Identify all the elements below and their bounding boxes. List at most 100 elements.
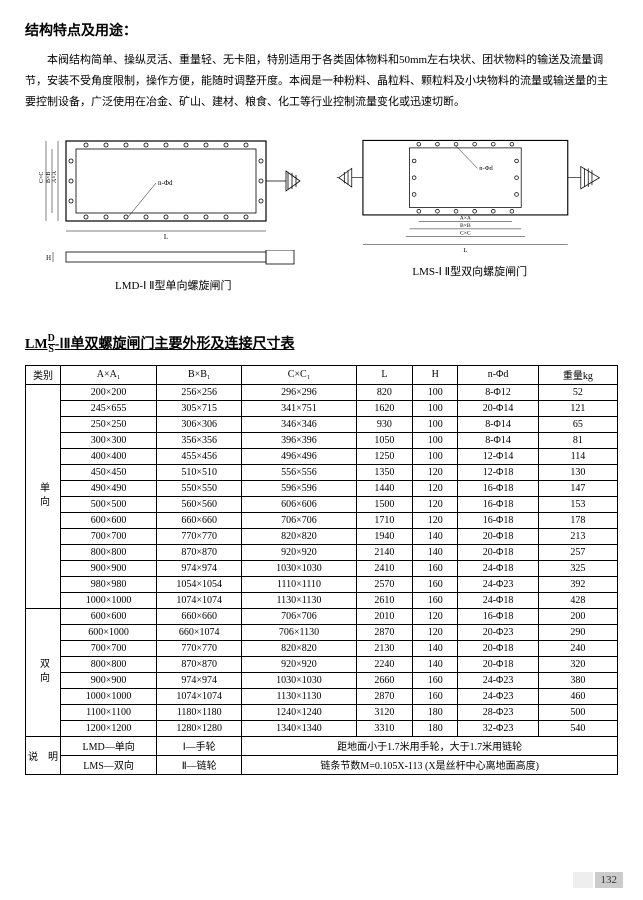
cell: 2870 [356, 688, 412, 704]
table-row: 490×490550×550596×596144012016-Φ18147 [26, 480, 618, 496]
cell: 120 [413, 624, 458, 640]
cell: 306×306 [157, 416, 242, 432]
cell: 160 [413, 592, 458, 608]
cell: 820×820 [242, 528, 356, 544]
tt-pre: LM [25, 337, 48, 352]
cell: 1240×1240 [242, 704, 356, 720]
cell: 820 [356, 384, 412, 400]
cell: 120 [413, 496, 458, 512]
cell: 100 [413, 448, 458, 464]
cell: 1100×1100 [61, 704, 157, 720]
cell: 1280×1280 [157, 720, 242, 736]
table-row: 1000×10001074×10741130×1130287016024-Φ23… [26, 688, 618, 704]
cell: 160 [413, 672, 458, 688]
cell: 180 [413, 720, 458, 736]
cell: 130 [538, 464, 617, 480]
cell: 2140 [356, 544, 412, 560]
col-header: 类别 [26, 365, 61, 384]
cell: 256×256 [157, 384, 242, 400]
cell: 490×490 [61, 480, 157, 496]
cell: 120 [413, 512, 458, 528]
table-row: 600×600660×660706×706171012016-Φ18178 [26, 512, 618, 528]
group-label: 双向 [26, 608, 61, 736]
svg-text:L: L [463, 247, 467, 254]
cell: 600×1000 [61, 624, 157, 640]
cell: 114 [538, 448, 617, 464]
cell: 1440 [356, 480, 412, 496]
cell: 2130 [356, 640, 412, 656]
cell: 600×600 [61, 512, 157, 528]
cell: 140 [413, 544, 458, 560]
cell: 1180×1180 [157, 704, 242, 720]
cell: 12-Φ18 [458, 464, 539, 480]
cell: 120 [413, 480, 458, 496]
cell: 660×660 [157, 512, 242, 528]
cell: 930 [356, 416, 412, 432]
table-row: 700×700770×770820×820213014020-Φ18240 [26, 640, 618, 656]
tt-post: -ⅠⅡ单双螺旋闸门主要外形及连接尺寸表 [55, 337, 295, 352]
cell: 560×560 [157, 496, 242, 512]
table-row: 800×800870×870920×920214014020-Φ18257 [26, 544, 618, 560]
cell: 120 [413, 464, 458, 480]
cell: 325 [538, 560, 617, 576]
note-label: 说 明 [26, 736, 61, 774]
cell: 16-Φ18 [458, 496, 539, 512]
cell: 24-Φ23 [458, 576, 539, 592]
cell: 16-Φ18 [458, 480, 539, 496]
cell: 24-Φ23 [458, 672, 539, 688]
cell: 700×700 [61, 640, 157, 656]
cell: 65 [538, 416, 617, 432]
diagram-right: n-Φd A×A B×B C×C L LMS-Ⅰ Ⅱ型双向螺旋闸门 [335, 133, 605, 293]
cell: 706×706 [242, 608, 356, 624]
cell: 8-Φ14 [458, 432, 539, 448]
cell: 200 [538, 608, 617, 624]
cell: 320 [538, 656, 617, 672]
cell: 346×346 [242, 416, 356, 432]
cell: 16-Φ18 [458, 608, 539, 624]
cell: 600×600 [61, 608, 157, 624]
cell: 496×496 [242, 448, 356, 464]
cell: 870×870 [157, 544, 242, 560]
cell: 20-Φ18 [458, 544, 539, 560]
cell: 121 [538, 400, 617, 416]
cell: 1200×1200 [61, 720, 157, 736]
cell: 800×800 [61, 656, 157, 672]
cell: 250×250 [61, 416, 157, 432]
cell: 1000×1000 [61, 592, 157, 608]
cell: 120 [413, 608, 458, 624]
diagram-svg-right: n-Φd A×A B×B C×C L [335, 133, 605, 254]
col-header: H [413, 365, 458, 384]
section-title: 结构特点及用途： [25, 20, 618, 40]
cell: 24-Φ23 [458, 688, 539, 704]
cell: 660×660 [157, 608, 242, 624]
cell: 550×550 [157, 480, 242, 496]
cell: 341×751 [242, 400, 356, 416]
cell: 455×456 [157, 448, 242, 464]
cell: 380 [538, 672, 617, 688]
cell: 3120 [356, 704, 412, 720]
cell: 2870 [356, 624, 412, 640]
table-row: 245×655305×715341×751162010020-Φ14121 [26, 400, 618, 416]
note-row: 说 明LMD—单向Ⅰ—手轮距地面小于1.7米用手轮，大于1.7米用链轮 [26, 736, 618, 755]
cell: 1350 [356, 464, 412, 480]
cell: 81 [538, 432, 617, 448]
svg-text:C×C: C×C [460, 230, 471, 236]
cell: 1500 [356, 496, 412, 512]
cell: 213 [538, 528, 617, 544]
cell: 660×1074 [157, 624, 242, 640]
cell: 2010 [356, 608, 412, 624]
cell: 2610 [356, 592, 412, 608]
cell: 1030×1030 [242, 672, 356, 688]
table-row: 300×300356×356396×39610501008-Φ1481 [26, 432, 618, 448]
cell: Ⅱ—链轮 [157, 755, 242, 774]
cell: 450×450 [61, 464, 157, 480]
cell: 100 [413, 432, 458, 448]
col-header: B×B₁ [157, 365, 242, 384]
cell: 400×400 [61, 448, 157, 464]
cell: 1074×1074 [157, 688, 242, 704]
cell: 500 [538, 704, 617, 720]
cell: 770×770 [157, 528, 242, 544]
table-row: 900×900974×9741030×1030241016024-Φ18325 [26, 560, 618, 576]
cell: 160 [413, 576, 458, 592]
cell: 900×900 [61, 672, 157, 688]
